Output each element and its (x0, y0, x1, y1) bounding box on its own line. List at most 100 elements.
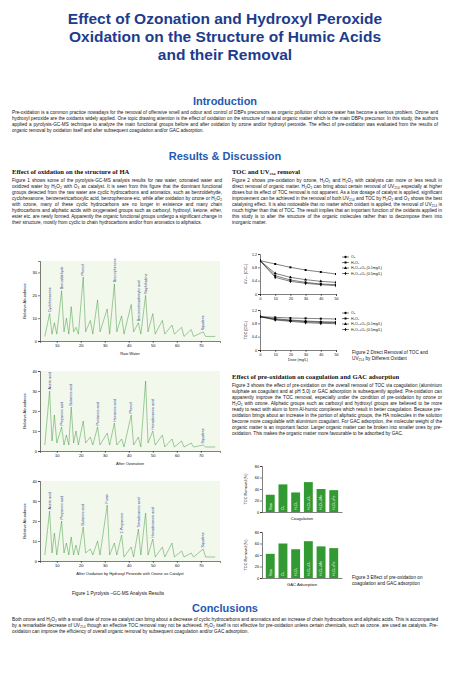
axis-line (38, 372, 41, 452)
tick-label: 0 (260, 297, 262, 301)
marker (335, 273, 336, 275)
series-line (260, 261, 336, 286)
tick-label: 40 (33, 369, 38, 374)
legend-marker (345, 262, 347, 264)
tick-label: 40 (255, 488, 259, 492)
tick: 50 (151, 341, 156, 348)
marker (289, 276, 292, 279)
plot-area (45, 505, 215, 557)
section-heading: Conclusions (0, 602, 450, 615)
tick-label: 10 (274, 353, 278, 357)
tick: 70 (199, 341, 204, 348)
legend-label: H₂O₂+O₃ (0.1mg/L) (351, 322, 382, 326)
tick-label: 40 (33, 479, 38, 484)
tick-mark (258, 310, 260, 311)
tick: 40 (127, 561, 132, 568)
marker (320, 318, 322, 320)
y-axis: 00.40.81.2 (252, 309, 261, 353)
tick: 40 (127, 451, 132, 458)
tick-label: 0.4 (252, 335, 257, 339)
tick-mark (38, 295, 40, 296)
axis-line (261, 351, 337, 353)
category-label: H₂O₂+Mn (319, 495, 323, 510)
peak-label: Tetradecanoic acid (137, 498, 141, 528)
peak-label: Hexadecanoic acid (151, 399, 155, 429)
peak-label: Benzenetricarboxylic acid (137, 280, 141, 321)
legend-swatch (342, 257, 349, 258)
tick-label: 20 (79, 453, 84, 458)
axis-line (258, 311, 261, 351)
tick-label: 50 (335, 297, 339, 301)
bar (329, 548, 338, 578)
tick: 10 (274, 350, 278, 357)
subheading: TOC and UV₂₅₄ removal (232, 168, 444, 176)
tick: 10 (33, 539, 40, 544)
legend-label: O₃ (351, 311, 356, 315)
marker (334, 281, 336, 284)
tick: 20 (79, 451, 84, 458)
tick-label: 20 (79, 343, 84, 348)
category-label: H₂O₂ (294, 501, 298, 510)
tick: H₂O₂+O₃ (307, 561, 311, 578)
x-axis: 10203040506070 (41, 341, 221, 348)
tick-label: 0.4 (252, 279, 257, 283)
y-axis-title: Relative Abundance (22, 282, 27, 318)
y-axis-title: Relative Abundance (22, 502, 27, 538)
legend-marker (344, 322, 347, 325)
marker (335, 284, 336, 288)
peak-label: Butanoic acid (69, 384, 73, 406)
tick-label: 30 (103, 563, 108, 568)
y-axis: 020406080 (255, 531, 263, 581)
tick-mark (38, 272, 40, 273)
paragraph: Pre-oxidation is a common practice nowad… (12, 110, 438, 134)
tick: 50 (335, 350, 339, 357)
series-line (260, 261, 336, 274)
tick-label: 0.8 (252, 266, 257, 270)
peak-label: Propanoic acid (60, 402, 64, 426)
series-line (260, 317, 336, 323)
tick-label: 80 (255, 531, 259, 535)
tick: 20 (255, 499, 262, 503)
tick: 20 (79, 561, 84, 568)
bar (266, 554, 275, 578)
tick: H₂O₂+Mn (319, 495, 323, 512)
tick: 70 (199, 561, 204, 568)
y-axis: 020406080 (255, 465, 263, 515)
legend-label: H₂O₂ (351, 261, 360, 265)
tick: 20 (33, 519, 40, 524)
tick: 60 (255, 476, 262, 480)
y-axis-title: UV₂₅₄ (C/C₀) (244, 264, 248, 284)
tick-label: 60 (175, 343, 180, 348)
tick: H₂O₂+Fe (332, 562, 336, 578)
tick-label: 70 (199, 453, 204, 458)
tick: 0 (35, 339, 40, 344)
axis-line (263, 578, 343, 579)
plot-background (40, 371, 220, 451)
tick-label: 30 (33, 499, 38, 504)
tick-mark (38, 371, 40, 372)
tick: 60 (175, 341, 180, 348)
tick-label: 20 (289, 297, 293, 301)
x-axis-title: Coagulation (291, 516, 314, 521)
marker (274, 318, 276, 322)
peak-label: Phenol (129, 402, 133, 413)
tick: 0 (35, 449, 40, 454)
marker (319, 280, 322, 283)
tick-label: 40 (319, 297, 323, 301)
tick-mark (38, 521, 40, 522)
tick-label: 50 (151, 563, 156, 568)
category-label: H₂O₂+Fe (332, 562, 336, 576)
chromatogram-line (45, 277, 215, 336)
x-axis: RawO₃H₂O₂H₂O₂+O₃H₂O₂+MnH₂O₂+Fe (263, 495, 343, 513)
tick-mark (260, 567, 262, 568)
legend-marker (344, 256, 346, 258)
tick: 0 (260, 350, 262, 357)
tick: 40 (127, 341, 132, 348)
bar (329, 490, 338, 512)
tick: 30 (33, 499, 40, 504)
tick: 0 (257, 577, 262, 581)
plot-area (266, 482, 338, 512)
x-axis-title: GAC Adsorption (287, 582, 318, 587)
tick: H₂O₂+O₃ (307, 495, 311, 512)
tick: H₂O₂+Fe (332, 496, 336, 512)
